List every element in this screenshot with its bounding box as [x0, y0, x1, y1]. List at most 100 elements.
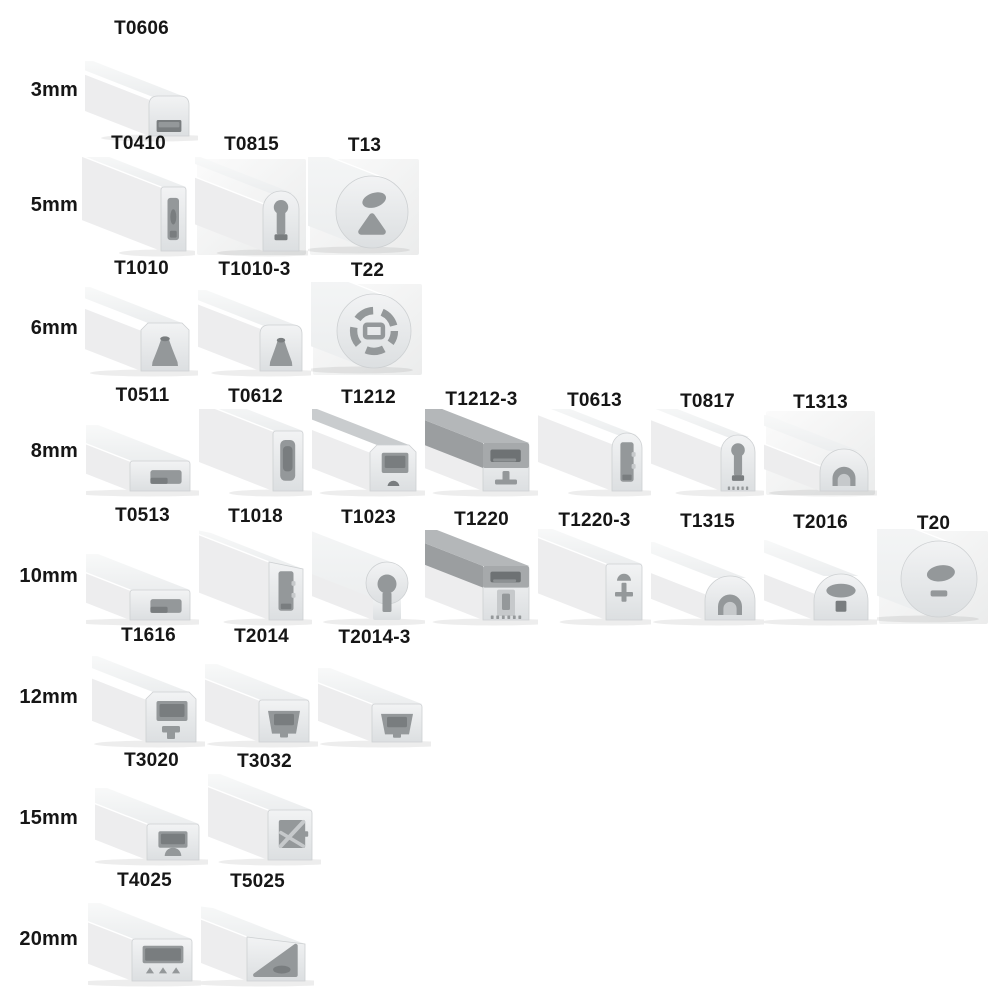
profile-item-t1313: T1313 — [764, 385, 877, 497]
profile-item-t1616: T1616 — [92, 625, 205, 748]
size-row-label: 20mm — [19, 927, 78, 950]
profile-item-t0612: T0612 — [199, 385, 312, 497]
profile-model-label: T2014 — [234, 626, 289, 648]
profile-item-t0513: T0513 — [86, 505, 199, 626]
profile-item-t0817: T0817 — [651, 385, 764, 497]
profile-model-label: T22 — [350, 260, 385, 282]
profile-model-label: T1313 — [793, 392, 848, 414]
profile-item-t1018: T1018 — [199, 505, 312, 626]
profile-model-label: T0513 — [115, 505, 170, 526]
size-row: T1616 T2014 T2014-3 — [92, 625, 431, 748]
profile-cross-section-image — [85, 282, 198, 377]
profile-cross-section-image — [88, 894, 201, 987]
profile-item-t1010: T1010 — [85, 258, 198, 377]
profile-cross-section-image — [199, 409, 312, 497]
profile-item-t0613: T0613 — [538, 385, 651, 497]
profile-model-label: T1212-3 — [445, 388, 518, 410]
profile-model-label: T0613 — [567, 389, 622, 411]
profile-item-t1212: T1212 — [312, 385, 425, 497]
profile-model-label: T0817 — [680, 391, 735, 412]
profile-item-t2014-3: T2014-3 — [318, 625, 431, 748]
profile-model-label: T4025 — [117, 870, 172, 891]
profile-model-label: T2014-3 — [338, 627, 411, 649]
profile-model-label: T0410 — [111, 133, 166, 154]
profile-cross-section-image — [312, 529, 425, 626]
profile-cross-section-image — [85, 42, 198, 142]
size-row: T4025 T5025 — [88, 870, 314, 987]
profile-cross-section-image — [208, 774, 321, 866]
size-row-label: 8mm — [30, 440, 78, 462]
size-row: T0511 T0612 T1212 T1212-3 T0613 T0817 T1… — [86, 385, 877, 497]
size-row-label: 6mm — [30, 316, 78, 339]
profile-item-t13: T13 — [308, 133, 421, 257]
profile-item-t0815: T0815 — [195, 133, 308, 257]
profile-cross-section-image — [95, 774, 208, 866]
profile-model-label: T1023 — [341, 507, 396, 529]
profile-model-label: T0606 — [114, 18, 169, 39]
profile-model-label: T1212 — [341, 387, 396, 409]
profile-item-t2014: T2014 — [205, 625, 318, 748]
profile-cross-section-image — [538, 409, 651, 497]
profile-model-label: T13 — [347, 135, 382, 157]
profile-model-label: T0815 — [224, 134, 279, 156]
size-row-label: 3mm — [30, 79, 78, 101]
profile-cross-section-image — [312, 409, 425, 497]
size-row-label: 10mm — [19, 564, 78, 587]
profile-model-label: T2016 — [793, 512, 848, 534]
size-row: T1010 T1010-3 T22 — [85, 258, 424, 377]
profile-model-label: T1010 — [114, 258, 169, 279]
profile-model-label: T1018 — [228, 506, 283, 528]
profile-item-t2016: T2016 — [764, 505, 877, 626]
profile-item-t1212-3: T1212-3 — [425, 385, 538, 497]
profile-item-t3020: T3020 — [95, 750, 208, 866]
profile-model-label: T5025 — [230, 871, 285, 893]
profile-item-t1220: T1220 — [425, 505, 538, 626]
size-row: T0606 — [85, 18, 198, 142]
profile-model-label: T1616 — [121, 625, 176, 646]
profile-cross-section-image — [651, 409, 764, 497]
profile-item-t4025: T4025 — [88, 870, 201, 987]
profile-model-label: T0511 — [115, 385, 170, 406]
size-row-label: 12mm — [19, 685, 78, 708]
profile-model-label: T3020 — [124, 750, 179, 771]
profile-cross-section-image — [86, 409, 199, 497]
size-row-label: 15mm — [19, 807, 78, 829]
profile-model-label: T1315 — [680, 511, 735, 532]
profile-cross-section-image — [199, 529, 312, 626]
size-row: T3020 T3032 — [95, 750, 321, 866]
profile-model-label: T1220-3 — [558, 509, 631, 531]
profile-cross-section-image — [92, 649, 205, 748]
profile-item-t1010-3: T1010-3 — [198, 258, 311, 377]
profile-model-label: T1010-3 — [218, 259, 291, 281]
profile-cross-section-image — [651, 529, 764, 626]
size-row-label: 5mm — [30, 194, 78, 216]
profile-cross-section-image — [318, 649, 431, 748]
profile-model-label: T20 — [916, 513, 951, 535]
profile-model-label: T1220 — [454, 508, 509, 530]
profile-item-t0410: T0410 — [82, 133, 195, 257]
profile-cross-section-image — [764, 409, 877, 497]
profile-cross-section-image — [195, 157, 308, 257]
profile-item-t20: T20 — [877, 505, 990, 626]
profile-model-label: T0612 — [228, 386, 283, 408]
profile-cross-section-image — [425, 409, 538, 497]
profile-cross-section-image — [425, 529, 538, 626]
size-row: T0410 T0815 T13 — [82, 133, 421, 257]
profile-item-t1220-3: T1220-3 — [538, 505, 651, 626]
profile-cross-section-image — [308, 157, 421, 257]
profile-cross-section-image — [205, 649, 318, 748]
profile-item-t1315: T1315 — [651, 505, 764, 626]
profile-item-t3032: T3032 — [208, 750, 321, 866]
profile-cross-section-image — [198, 282, 311, 377]
profile-item-t0606: T0606 — [85, 18, 198, 142]
profile-cross-section-image — [877, 529, 990, 626]
profile-item-t22: T22 — [311, 258, 424, 377]
size-row: T0513 T1018 T1023 T1220 T1220-3 T1315 T2… — [86, 505, 990, 626]
profile-cross-section-image — [86, 529, 199, 626]
profile-cross-section-image — [82, 157, 195, 257]
profile-item-t5025: T5025 — [201, 870, 314, 987]
profile-cross-section-image — [201, 894, 314, 987]
profile-model-label: T3032 — [237, 751, 292, 773]
profile-cross-section-image — [311, 282, 424, 377]
